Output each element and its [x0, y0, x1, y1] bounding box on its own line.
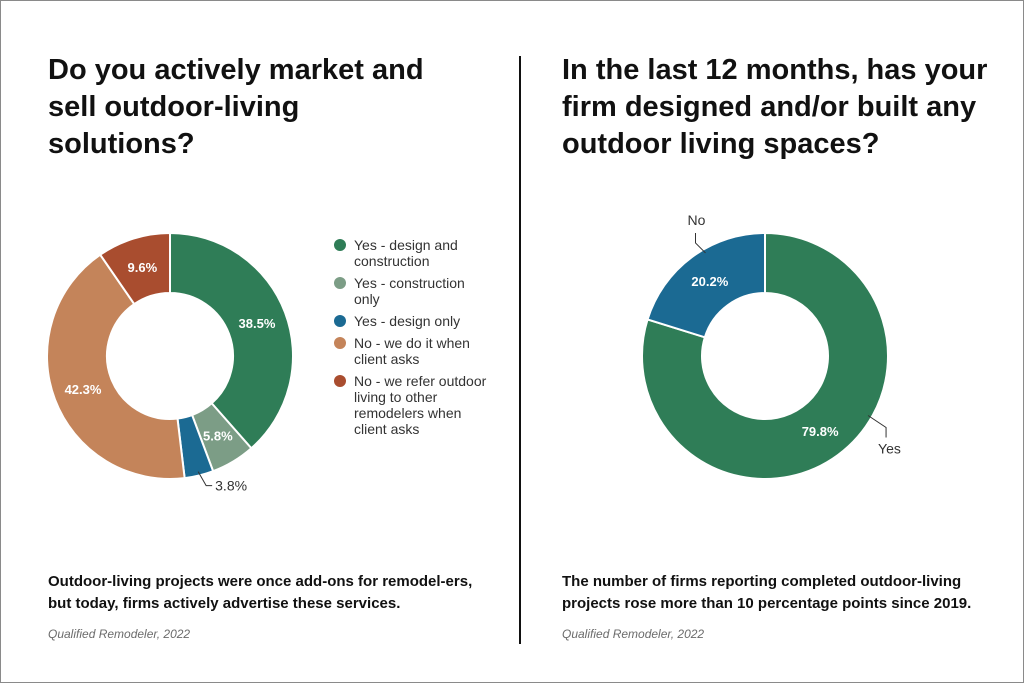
legend-item-yes-design-only: Yes - design only: [334, 313, 494, 329]
left-chart-legend: Yes - design and construction Yes - const…: [334, 237, 494, 443]
left-caption: Outdoor-living projects were once add-on…: [48, 573, 473, 612]
left-chart-title: Do you actively market and sell outdoor-…: [48, 54, 424, 160]
right-leader-line-yes: [867, 415, 887, 438]
left-value-label: 5.8%: [203, 429, 233, 444]
right-value-label: 79.8%: [802, 424, 839, 439]
left-slice-yes-design-and-construction: [169, 231, 294, 450]
left-slice-no-we-do-it-when-client-asks: [46, 253, 186, 480]
right-chart-title: In the last 12 months, has your firm des…: [562, 54, 988, 160]
legend-item-yes-design-and-construction: Yes - design and construction: [334, 237, 494, 269]
legend-swatch: [334, 315, 346, 327]
right-category-label-no: No: [688, 212, 706, 228]
legend-label: No - we refer outdoor living to other re…: [354, 373, 487, 437]
right-slice-yes: [641, 231, 889, 480]
legend-swatch: [334, 337, 346, 349]
left-slice-no-we-refer-outdoor-living-to-other-remodelers-when-client-asks: [98, 231, 171, 306]
right-source: Qualified Remodeler, 2022: [562, 627, 705, 641]
legend-label: Yes - construction only: [354, 275, 465, 307]
left-value-label: 38.5%: [239, 316, 276, 331]
right-category-label-yes: Yes: [878, 441, 901, 457]
legend-swatch: [334, 239, 346, 251]
right-value-label: 20.2%: [691, 274, 728, 289]
panel-divider: [519, 56, 521, 644]
legend-swatch: [334, 375, 346, 387]
right-leader-line-no: [695, 232, 706, 254]
right-donut-chart: 79.8% Yes 20.2% No: [641, 212, 901, 480]
left-source: Qualified Remodeler, 2022: [48, 627, 191, 641]
legend-label: Yes - design only: [354, 313, 461, 329]
legend-item-no-we-refer-outdoor-living-to-other-remodelers-when-client-asks: No - we refer outdoor living to other re…: [334, 373, 494, 437]
legend-swatch: [334, 277, 346, 289]
legend-label: Yes - design and construction: [354, 237, 458, 269]
left-value-label: 9.6%: [128, 260, 158, 275]
left-donut-chart: 38.5% 5.8% 3.8% 42.3% 9.6%: [46, 231, 294, 494]
legend-label: No - we do it when client asks: [354, 335, 470, 367]
legend-item-yes-construction-only: Yes - construction only: [334, 275, 494, 307]
left-leader-line: [197, 471, 213, 487]
right-caption: The number of firms reporting completed …: [562, 573, 972, 612]
legend-item-no-we-do-it-when-client-asks: No - we do it when client asks: [334, 335, 494, 367]
left-value-label: 3.8%: [215, 478, 247, 494]
left-value-label: 42.3%: [65, 382, 102, 397]
right-slice-no: [646, 231, 766, 339]
